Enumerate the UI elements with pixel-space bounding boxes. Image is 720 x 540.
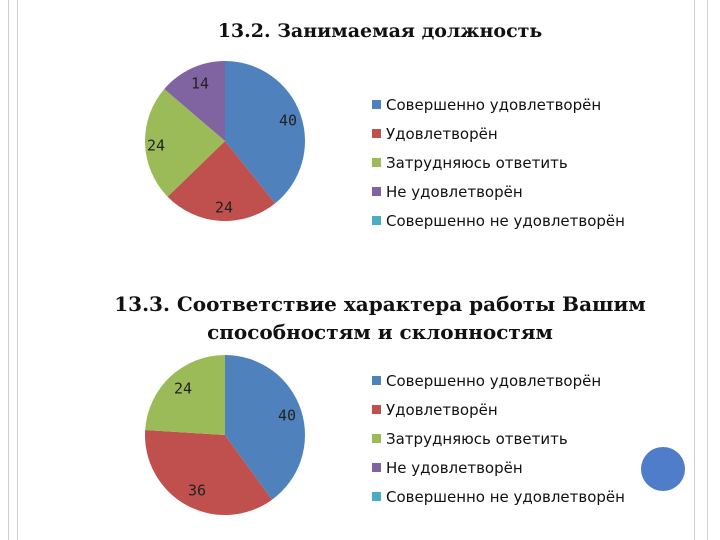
pie2-data-label-1: 36 xyxy=(188,482,206,500)
pie2-slice-2 xyxy=(145,355,225,435)
legend1-swatch-1 xyxy=(372,129,381,138)
legend2-item-2: Затрудняюсь ответить xyxy=(372,424,625,453)
pie1-data-label-1: 24 xyxy=(215,199,233,217)
pie2-slice-0 xyxy=(225,355,305,500)
legend2-swatch-3 xyxy=(372,463,381,472)
legend1-label-3: Не удовлетворён xyxy=(386,182,523,201)
slide-frame-left xyxy=(8,0,18,540)
legend1-swatch-4 xyxy=(372,216,381,225)
legend2-label-0: Совершенно удовлетворён xyxy=(386,371,602,390)
legend2-swatch-0 xyxy=(372,376,381,385)
legend2-item-4: Совершенно не удовлетворён xyxy=(372,482,625,511)
pie2-slice-1 xyxy=(145,429,273,515)
legend1-item-2: Затрудняюсь ответить xyxy=(372,148,625,177)
pie1-data-label-3: 14 xyxy=(191,75,209,93)
pie1-slice-2 xyxy=(145,88,225,197)
pie1-data-label-0: 40 xyxy=(279,112,297,130)
legend2-label-3: Не удовлетворён xyxy=(386,458,523,477)
chart-title-1: 13.2. Занимаемая должность xyxy=(217,20,543,42)
decorative-circle xyxy=(641,447,685,491)
legend2-label-2: Затрудняюсь ответить xyxy=(386,429,568,448)
slide-frame-right xyxy=(694,0,708,540)
legend1-swatch-3 xyxy=(372,187,381,196)
pie1-slice-3 xyxy=(164,61,225,141)
legend1-item-3: Не удовлетворён xyxy=(372,177,625,206)
legend2-swatch-1 xyxy=(372,405,381,414)
legend2-swatch-4 xyxy=(372,492,381,501)
chart-title-2: 13.3. Соответствие характера работы Ваши… xyxy=(114,292,646,344)
legend1-item-4: Совершенно не удовлетворён xyxy=(372,206,625,235)
legend2-item-3: Не удовлетворён xyxy=(372,453,625,482)
legend1-swatch-2 xyxy=(372,158,381,167)
legend2-swatch-2 xyxy=(372,434,381,443)
legend1-item-0: Совершенно удовлетворён xyxy=(372,90,625,119)
pie1-data-label-2: 24 xyxy=(147,137,165,155)
chart-legend-2: Совершенно удовлетворён Удовлетворён Затру… xyxy=(372,366,625,511)
legend2-label-1: Удовлетворён xyxy=(386,400,498,419)
legend1-label-1: Удовлетворён xyxy=(386,124,498,143)
legend1-label-2: Затрудняюсь ответить xyxy=(386,153,568,172)
legend2-item-1: Удовлетворён xyxy=(372,395,625,424)
legend1-label-0: Совершенно удовлетворён xyxy=(386,95,602,114)
pie1-slice-1 xyxy=(167,141,276,221)
legend1-label-4: Совершенно не удовлетворён xyxy=(386,211,625,230)
chart-legend-1: Совершенно удовлетворён Удовлетворён Затру… xyxy=(372,90,625,235)
legend2-item-0: Совершенно удовлетворён xyxy=(372,366,625,395)
legend1-swatch-0 xyxy=(372,100,381,109)
pie2-data-label-0: 40 xyxy=(278,407,296,425)
legend1-item-1: Удовлетворён xyxy=(372,119,625,148)
pie1-slice-0 xyxy=(225,60,306,204)
legend2-label-4: Совершенно не удовлетворён xyxy=(386,487,625,506)
pie2-data-label-2: 24 xyxy=(174,380,192,398)
